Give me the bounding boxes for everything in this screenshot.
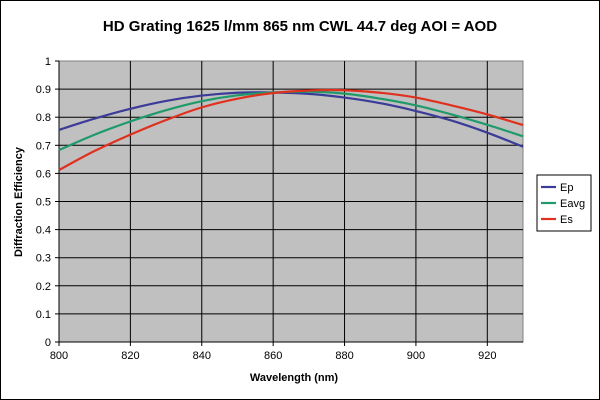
y-axis-ticks: 0 0.1 0.2 0.3 0.4 0.5 0.6 0.7 0.8 0.9 1 [36, 56, 59, 349]
x-tick-label: 880 [335, 350, 353, 362]
x-tick-label: 920 [478, 350, 496, 362]
y-tick-label: 0.1 [36, 309, 51, 321]
chart-title: HD Grating 1625 l/mm 865 nm CWL 44.7 deg… [103, 18, 497, 35]
legend-label-eavg: Eavg [560, 198, 585, 210]
y-tick-label: 0.4 [36, 225, 51, 237]
series-line-es [58, 88, 524, 171]
y-tick-label: 0.9 [36, 84, 51, 96]
legend-label-ep: Ep [560, 182, 573, 194]
series-line-ep [58, 91, 524, 148]
y-tick-label: 0.3 [36, 253, 51, 265]
y-tick-label: 0.7 [36, 140, 51, 152]
x-tick-label: 860 [264, 350, 282, 362]
y-tick-label: 1 [45, 56, 51, 68]
x-axis-ticks: 800 820 840 860 880 900 920 [50, 342, 496, 362]
y-axis-label: Diffraction Efficiency [13, 146, 25, 257]
x-tick-label: 820 [121, 350, 139, 362]
y-tick-label: 0.6 [36, 168, 51, 180]
y-tick-label: 0.5 [36, 197, 51, 209]
legend-label-es: Es [560, 214, 573, 226]
series-layer [58, 88, 524, 171]
plot-area [58, 60, 524, 343]
x-tick-label: 900 [407, 350, 425, 362]
x-tick-label: 840 [193, 350, 211, 362]
y-tick-label: 0.8 [36, 112, 51, 124]
x-tick-label: 800 [50, 350, 68, 362]
legend: Ep Eavg Es [536, 174, 592, 232]
y-tick-label: 0.2 [36, 281, 51, 293]
y-tick-label: 0 [45, 337, 51, 349]
x-axis-label: Wavelength (nm) [250, 372, 339, 384]
